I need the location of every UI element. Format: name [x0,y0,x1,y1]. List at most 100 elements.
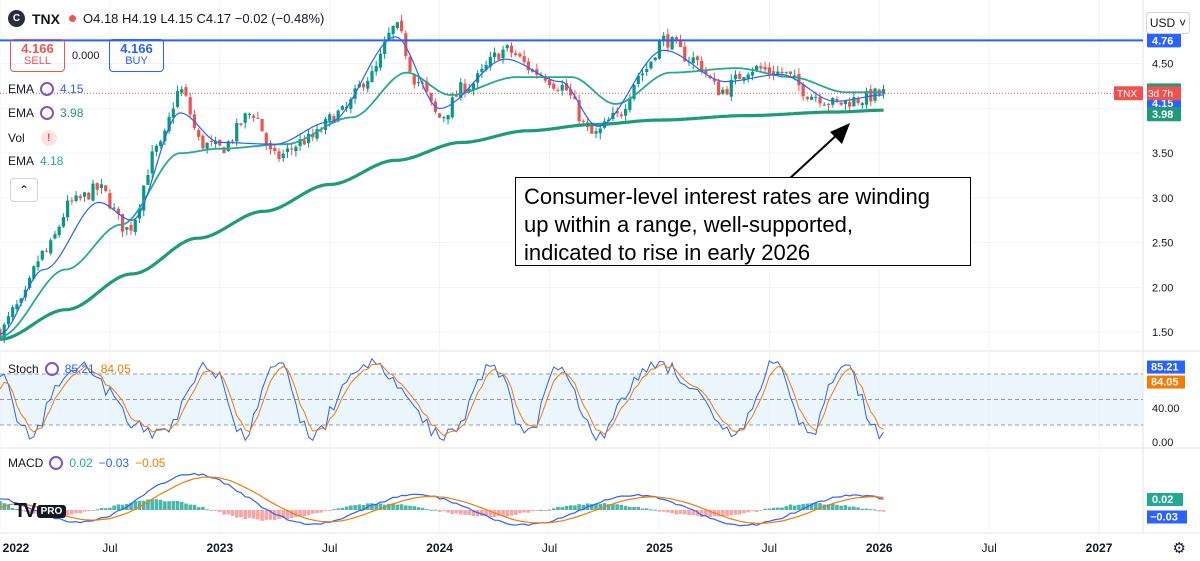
macd-histogram-bar [264,510,269,520]
symbol-name[interactable]: TNX [32,10,60,27]
macd-histogram-bar [539,509,543,511]
legend-ema-mid[interactable]: EMA 4.18 [8,154,63,168]
macd-histogram-bar [243,510,247,520]
macd-histogram-bar [349,505,353,510]
candle-body [492,52,497,58]
candle-body [780,71,784,74]
candle-body [99,184,104,188]
candle-body [340,106,344,110]
vol-label: Vol [8,131,25,145]
macd-histogram-bar [133,501,138,510]
ema-fast-label: EMA [8,82,35,96]
annotation-line-3: indicated to rise in early 2026 [524,240,811,265]
macd-histogram-bar [408,505,412,510]
candle-body [399,20,404,32]
candle-body [573,96,577,100]
candle-body [167,116,171,132]
price-tick-label: 1.50 [1152,327,1173,339]
sell-button[interactable]: 4.166 SELL [10,39,65,72]
macd-histogram-bar [171,501,176,510]
legend-volume[interactable]: Vol ! [8,130,57,146]
candle-body [619,114,623,116]
macd-histogram-bar [247,510,252,518]
macd-histogram-bar [856,507,860,510]
candle-body [315,129,319,139]
legend-ema-fast[interactable]: EMA 4.15 [8,82,83,96]
macd-histogram-bar [801,504,805,510]
macd-histogram-bar [201,506,205,510]
settings-gear-icon[interactable]: ⚙ [1172,540,1186,557]
time-tick-label: 2023 [206,541,233,555]
candle-body [159,141,163,147]
macd-histogram-bar [835,504,839,510]
collapse-legend-button[interactable]: ⌃ [10,178,38,202]
warning-icon[interactable]: ! [40,130,57,146]
candle-body [463,83,467,93]
current-symbol-tag [1114,86,1143,101]
candle-body [569,89,573,96]
macd-signal-value: −0.05 [135,456,166,470]
macd-histogram-bar [146,499,150,510]
macd-histogram-bar [666,510,670,513]
candle-body [518,53,522,57]
macd-histogram-bar [589,504,594,510]
macd-line [0,472,884,527]
macd-histogram-bar [239,510,243,518]
candle-body [471,83,476,90]
macd-histogram-bar [687,510,691,516]
macd-histogram-bar [23,510,28,512]
macd-histogram-bar [387,503,391,510]
candle-body [581,120,585,122]
candle-body [454,95,459,97]
candle-body [598,128,602,134]
candle-body [180,89,184,93]
stoch-label: Stoch [8,362,39,376]
macd-histogram-bar [86,510,91,512]
time-tick-label: 2022 [3,541,30,555]
macd-histogram-bar [15,508,19,510]
buy-label: BUY [125,55,148,67]
tradingview-logo[interactable]: TV PRO [14,500,67,523]
macd-histogram-bar [649,509,653,511]
macd-histogram-bar [78,510,83,514]
macd-histogram-bar [70,510,74,515]
macd-histogram-bar [222,510,226,515]
price-label-text: 3.98 [1152,109,1173,121]
macd-histogram-bar [361,505,366,510]
candle-body [767,67,771,74]
time-tick-label: 2024 [426,541,453,555]
candle-body [488,56,492,67]
macd-histogram-bar [19,510,23,512]
price-tick-label: 2.00 [1152,282,1173,294]
macd-histogram-bar [260,510,264,521]
buy-button[interactable]: 4.166 BUY [109,39,164,72]
macd-histogram-bar [881,510,886,512]
macd-histogram-bar [695,510,700,516]
macd-histogram-bar [501,510,505,517]
market-status-icon [69,15,76,22]
macd-histogram-bar [628,506,632,510]
legend-stoch[interactable]: Stoch 85.21 84.05 [8,362,131,376]
macd-histogram-bar [463,510,467,515]
macd-histogram-bar [230,510,235,516]
legend-ema-slow[interactable]: EMA 3.98 [8,106,83,120]
stoch-d-tag-text: 84.05 [1151,377,1179,389]
macd-histogram-bar [814,502,818,510]
currency-select[interactable]: USD ˅ [1146,12,1190,34]
tv-mark: TV [14,500,36,522]
macd-histogram-bar [775,507,780,510]
macd-histogram-bar [792,505,797,510]
candle-body [662,35,666,42]
macd-histogram-bar [103,508,108,510]
candle-body [818,97,822,104]
candle-body [839,102,843,105]
macd-histogram-bar [606,504,611,510]
candle-body [729,79,733,97]
macd-histogram-bar [129,502,133,510]
legend-macd[interactable]: MACD 0.02 −0.03 −0.05 [8,456,165,470]
candle-body [522,56,526,62]
stoch-k-tag [1147,360,1185,374]
macd-histogram-bar [112,505,116,510]
candle-body [467,88,471,92]
